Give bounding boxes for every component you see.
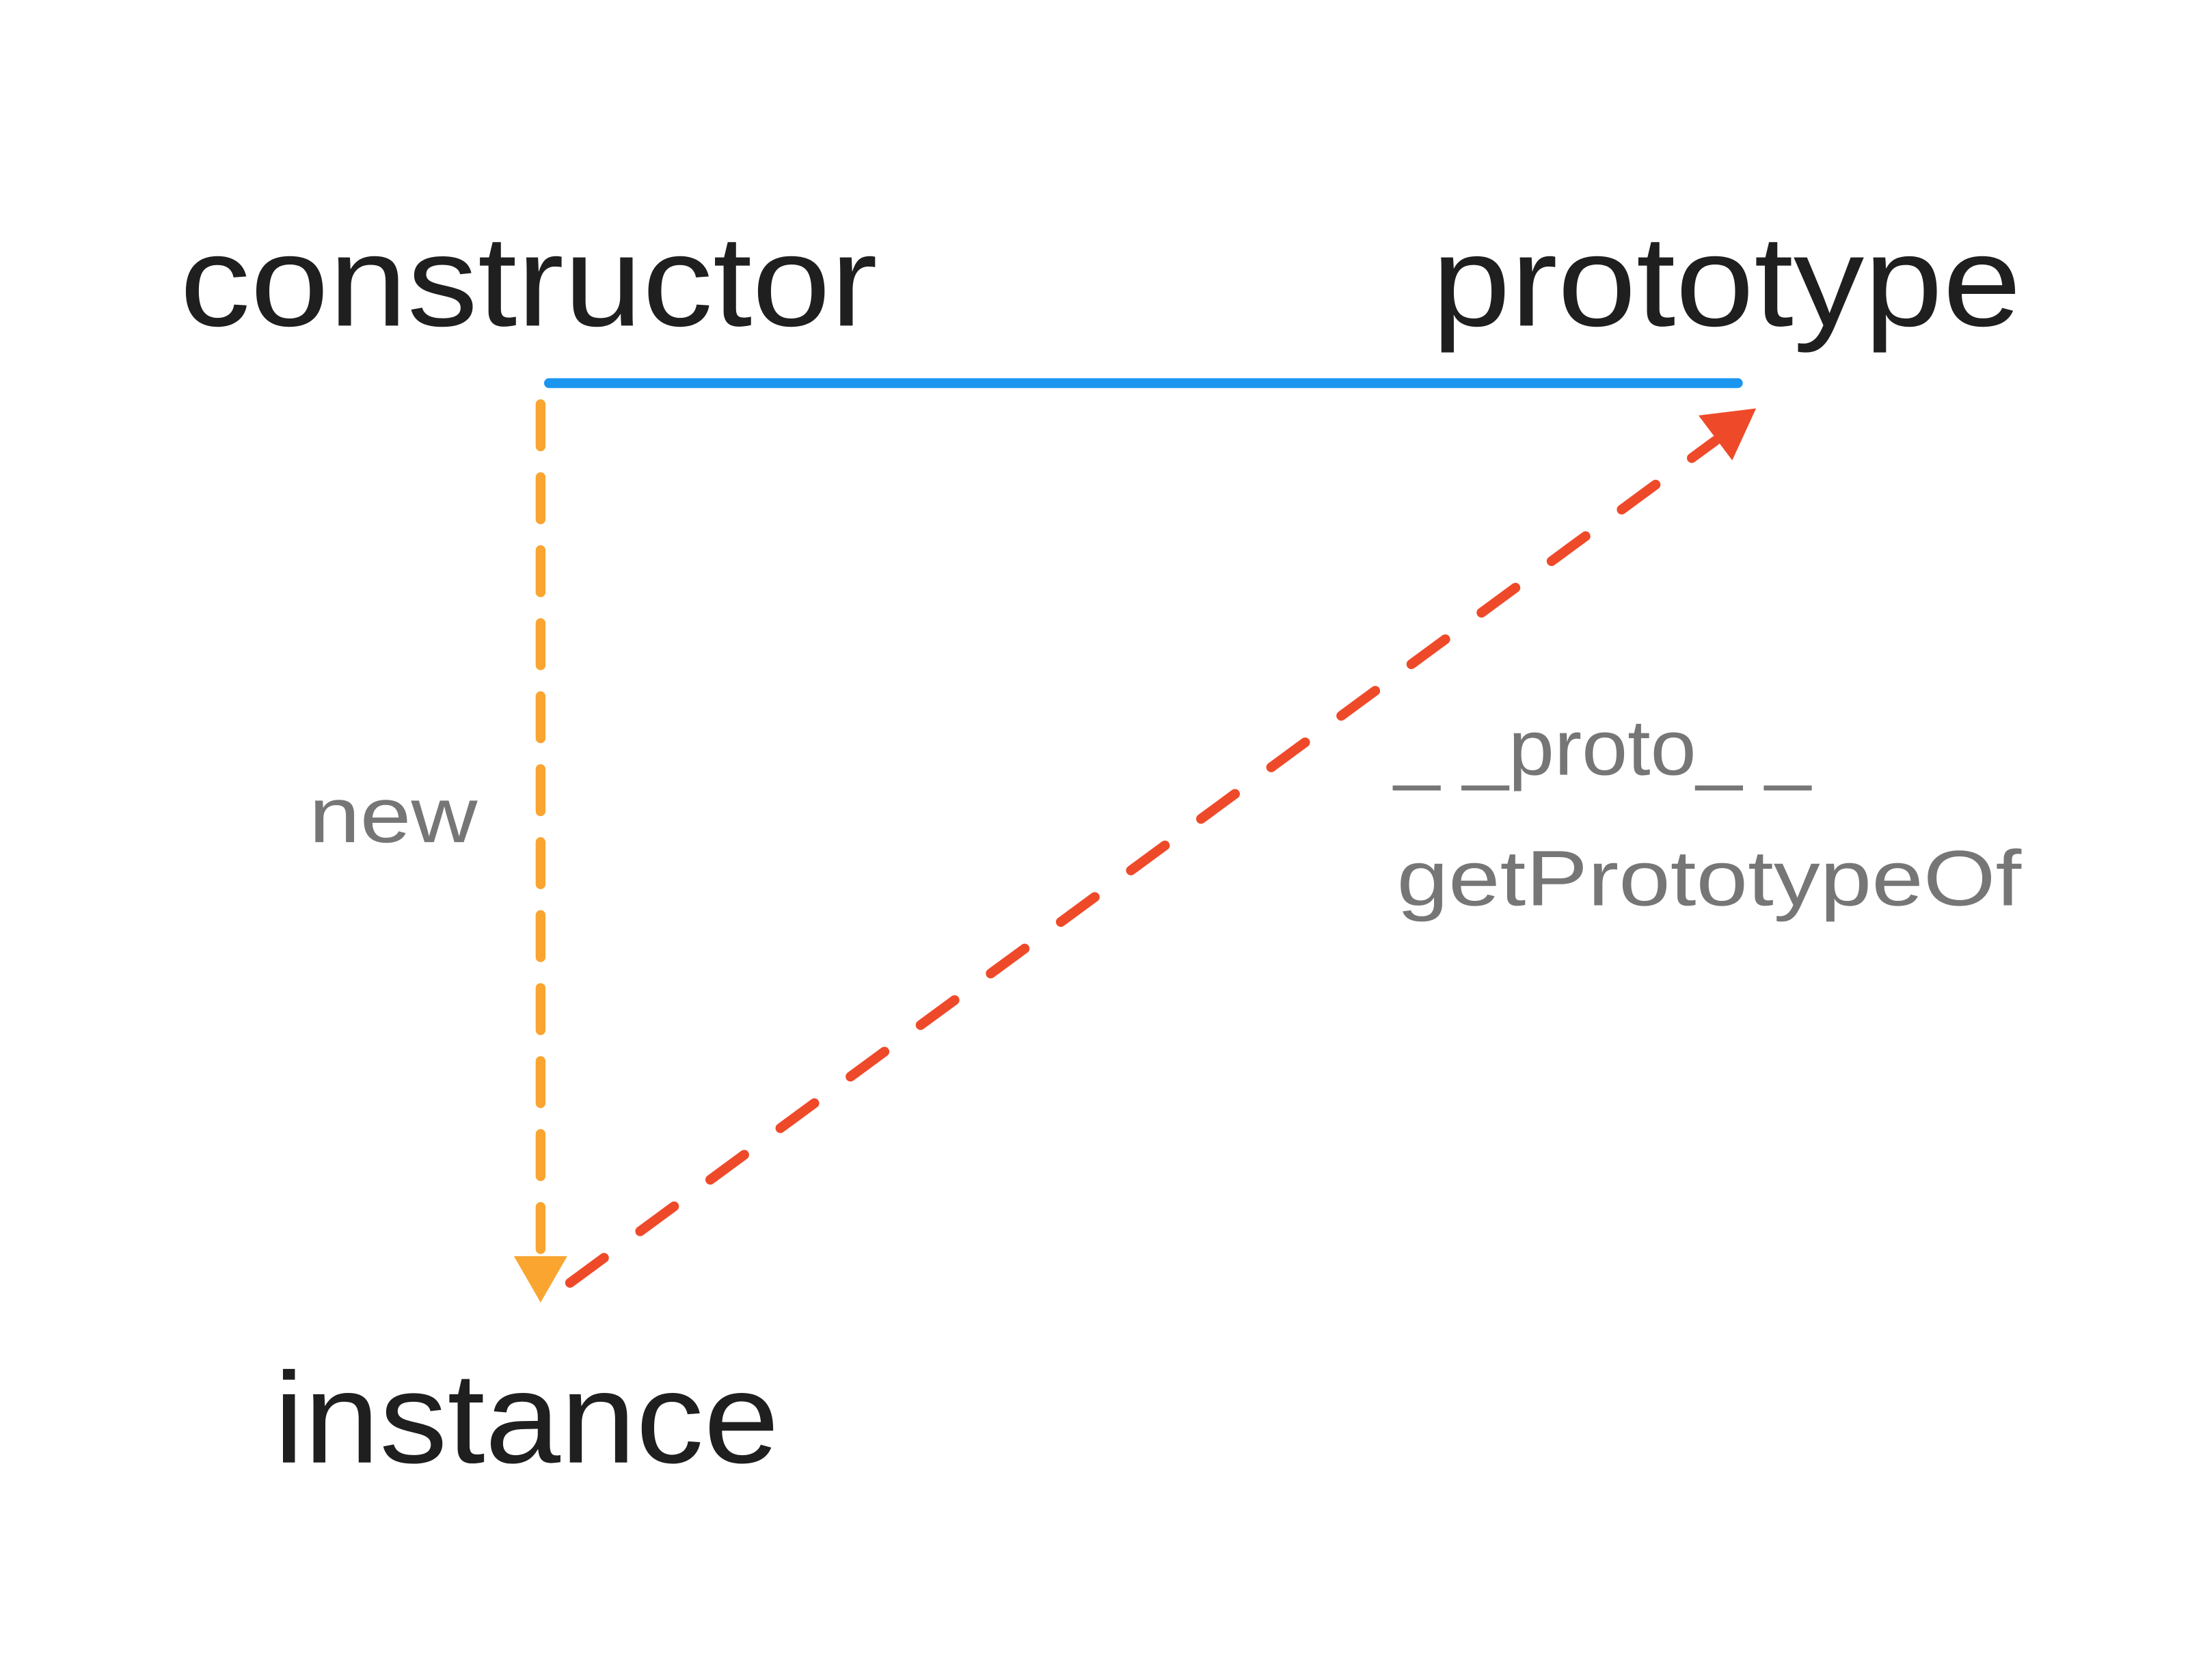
arrowhead bbox=[1698, 408, 1757, 461]
node-label: instance bbox=[274, 1346, 779, 1491]
arrowhead bbox=[513, 1256, 567, 1303]
node-label: prototype bbox=[1432, 209, 2021, 353]
edge-label: new bbox=[309, 772, 478, 859]
node-label: constructor bbox=[180, 209, 878, 353]
edge-label: _ _proto_ _ bbox=[1392, 705, 1812, 792]
edge-label: getPrototypeOf bbox=[1396, 835, 2022, 922]
proto-arrow bbox=[565, 435, 1720, 1288]
